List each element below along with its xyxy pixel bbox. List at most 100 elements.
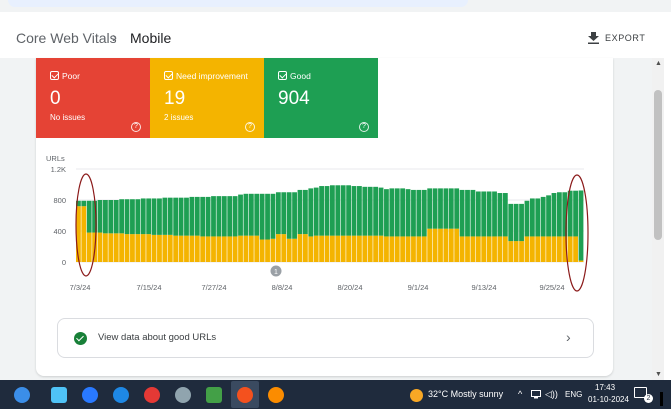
- bar-good[interactable]: [465, 189, 470, 237]
- bar-good[interactable]: [421, 189, 427, 237]
- bar-need-improvement[interactable]: [524, 236, 530, 262]
- bar-good[interactable]: [319, 186, 324, 236]
- bar-need-improvement[interactable]: [157, 234, 162, 263]
- bar-need-improvement[interactable]: [427, 228, 433, 262]
- bar-need-improvement[interactable]: [97, 232, 103, 262]
- bar-good[interactable]: [529, 198, 535, 237]
- weather-text[interactable]: 32°C Mostly sunny: [428, 389, 504, 399]
- bar-good[interactable]: [297, 189, 303, 235]
- edge-icon[interactable]: [113, 387, 129, 403]
- bar-good[interactable]: [335, 185, 341, 236]
- bar-good[interactable]: [286, 192, 292, 239]
- bar-good[interactable]: [481, 191, 487, 237]
- bar-need-improvement[interactable]: [405, 236, 411, 262]
- bar-good[interactable]: [508, 203, 514, 242]
- scrollbar-thumb[interactable]: [654, 90, 662, 240]
- bar-need-improvement[interactable]: [384, 236, 389, 262]
- clock-date[interactable]: 01-10-2024: [588, 395, 629, 404]
- bar-good[interactable]: [519, 203, 524, 242]
- bar-need-improvement[interactable]: [535, 236, 541, 262]
- bar-need-improvement[interactable]: [243, 235, 249, 262]
- bar-need-improvement[interactable]: [438, 228, 443, 262]
- bar-good[interactable]: [540, 196, 546, 237]
- bar-need-improvement[interactable]: [578, 260, 584, 262]
- bar-need-improvement[interactable]: [459, 236, 465, 262]
- bar-good[interactable]: [443, 188, 449, 229]
- bar-need-improvement[interactable]: [221, 236, 227, 262]
- bar-need-improvement[interactable]: [292, 238, 297, 262]
- bar-need-improvement[interactable]: [378, 235, 384, 262]
- weather-icon[interactable]: [410, 389, 423, 402]
- chrome-profile-icon[interactable]: [268, 387, 284, 403]
- bar-need-improvement[interactable]: [140, 234, 146, 262]
- bar-good[interactable]: [475, 191, 481, 237]
- breadcrumb-root[interactable]: Core Web Vitals: [16, 30, 117, 46]
- bar-need-improvement[interactable]: [265, 239, 270, 262]
- bar-need-improvement[interactable]: [259, 239, 265, 262]
- bar-good[interactable]: [216, 196, 222, 237]
- bar-need-improvement[interactable]: [297, 234, 303, 262]
- network-icon[interactable]: [531, 390, 543, 399]
- bar-need-improvement[interactable]: [470, 236, 476, 262]
- bar-good[interactable]: [324, 186, 330, 236]
- bar-good[interactable]: [194, 196, 200, 236]
- bar-good[interactable]: [438, 188, 443, 229]
- bar-need-improvement[interactable]: [178, 235, 184, 262]
- tile-good[interactable]: Good 904 ?: [264, 58, 378, 138]
- bar-good[interactable]: [227, 196, 233, 237]
- bar-good[interactable]: [308, 188, 314, 237]
- bar-good[interactable]: [270, 193, 276, 239]
- bar-good[interactable]: [162, 197, 168, 235]
- bar-good[interactable]: [97, 200, 103, 233]
- bar-good[interactable]: [92, 200, 98, 233]
- bar-good[interactable]: [146, 198, 152, 235]
- bar-need-improvement[interactable]: [119, 233, 125, 262]
- bar-need-improvement[interactable]: [113, 233, 119, 262]
- bar-good[interactable]: [362, 186, 368, 236]
- language-indicator[interactable]: ENG: [565, 390, 583, 399]
- volume-icon[interactable]: ◁)): [545, 389, 558, 399]
- bar-good[interactable]: [497, 193, 503, 237]
- bar-need-improvement[interactable]: [540, 236, 546, 262]
- bar-need-improvement[interactable]: [162, 234, 168, 263]
- view-good-urls-row[interactable]: View data about good URLs ›: [57, 318, 594, 358]
- bar-need-improvement[interactable]: [151, 234, 157, 263]
- help-icon[interactable]: ?: [131, 122, 141, 132]
- bar-good[interactable]: [524, 200, 530, 237]
- bar-good[interactable]: [448, 188, 454, 229]
- bar-good[interactable]: [248, 193, 254, 236]
- bar-good[interactable]: [546, 195, 551, 237]
- bar-need-improvement[interactable]: [502, 236, 508, 262]
- bar-need-improvement[interactable]: [508, 241, 514, 262]
- bar-good[interactable]: [416, 189, 422, 237]
- bar-good[interactable]: [243, 193, 249, 236]
- bar-need-improvement[interactable]: [389, 236, 395, 262]
- bar-good[interactable]: [265, 193, 270, 240]
- bar-need-improvement[interactable]: [227, 236, 233, 262]
- bar-need-improvement[interactable]: [211, 236, 216, 262]
- bar-good[interactable]: [302, 189, 308, 235]
- chrome-active-icon[interactable]: [237, 387, 253, 403]
- bar-need-improvement[interactable]: [270, 238, 276, 262]
- bar-need-improvement[interactable]: [481, 236, 487, 262]
- bar-need-improvement[interactable]: [529, 236, 535, 262]
- bar-good[interactable]: [357, 186, 362, 236]
- bar-need-improvement[interactable]: [189, 235, 195, 262]
- help-icon[interactable]: ?: [359, 122, 369, 132]
- bar-good[interactable]: [76, 200, 81, 207]
- bar-good[interactable]: [573, 190, 578, 237]
- bar-need-improvement[interactable]: [497, 236, 503, 262]
- bar-good[interactable]: [113, 200, 119, 234]
- bar-need-improvement[interactable]: [567, 236, 573, 262]
- bar-good[interactable]: [81, 200, 87, 207]
- bar-need-improvement[interactable]: [416, 236, 422, 262]
- bar-need-improvement[interactable]: [275, 234, 281, 262]
- checkbox-icon[interactable]: [50, 71, 59, 80]
- bar-need-improvement[interactable]: [76, 206, 81, 262]
- bar-good[interactable]: [551, 193, 557, 237]
- bar-need-improvement[interactable]: [513, 241, 519, 262]
- bar-good[interactable]: [103, 200, 108, 234]
- excel-icon[interactable]: [206, 387, 222, 403]
- app-icon-1[interactable]: [82, 387, 98, 403]
- annotation-marker[interactable]: [270, 265, 282, 277]
